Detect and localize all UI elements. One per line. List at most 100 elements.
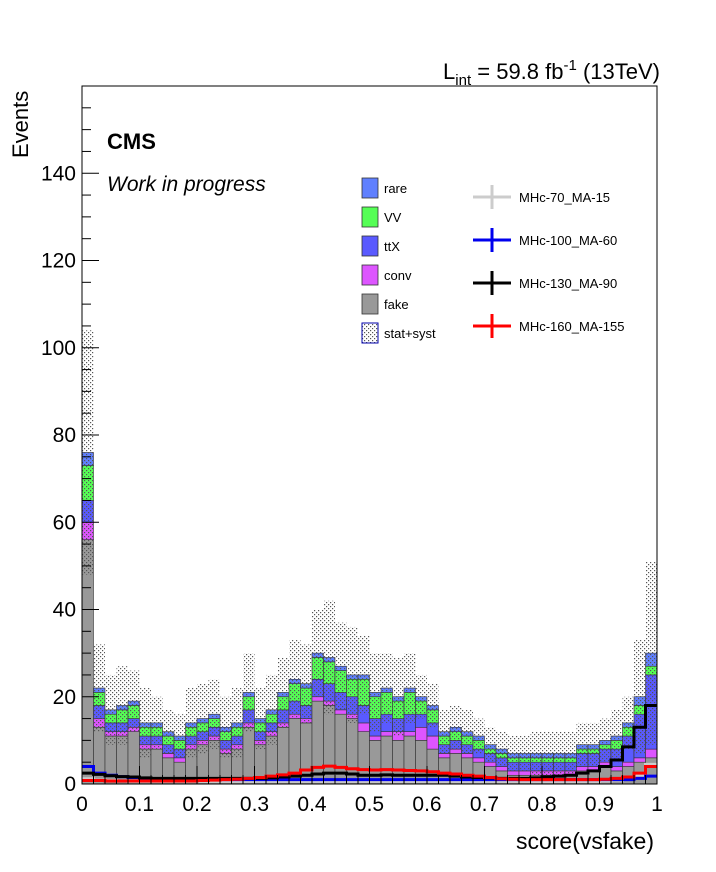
- y-tick-label: 20: [53, 686, 76, 709]
- bar-fake-bin-14: [242, 726, 255, 785]
- bar-conv-bin-32: [449, 748, 462, 754]
- uncertainty-bin-12: [220, 696, 232, 758]
- bar-fake-bin-49: [645, 757, 658, 785]
- uncertainty-bin-47: [622, 696, 634, 750]
- uncertainty-bin-19: [300, 644, 312, 723]
- legend-label-MHc-160_MA-155: MHc-160_MA-155: [519, 319, 625, 334]
- uncertainty-bin-48: [634, 640, 646, 754]
- bar-conv-bin-31: [438, 753, 451, 759]
- bar-conv-bin-38: [518, 770, 531, 776]
- signal-line-MHc-160_MA-155: [82, 764, 657, 783]
- bar-conv-bin-28: [403, 731, 416, 737]
- uncertainty-bin-34: [473, 718, 485, 754]
- bar-conv-bin-22: [334, 709, 347, 715]
- y-tick-label: 100: [41, 337, 76, 360]
- x-tick-label: 0.2: [182, 793, 211, 816]
- uncertainty-bin-15: [254, 688, 266, 750]
- bar-conv-bin-26: [380, 731, 393, 737]
- bar-fake-bin-28: [403, 735, 416, 785]
- uncertainty-bin-27: [392, 657, 404, 737]
- bar-fake-bin-29: [415, 740, 428, 785]
- uncertainty-bin-2: [105, 674, 117, 745]
- y-tick-label: 140: [41, 162, 76, 185]
- x-tick-label: 0.9: [585, 793, 614, 816]
- uncertainty-bin-38: [519, 736, 531, 771]
- y-axis-label: Events: [8, 91, 33, 158]
- legend-swatch-rare: [361, 177, 379, 199]
- bar-conv-bin-25: [369, 735, 382, 741]
- uncertainty-bin-25: [369, 653, 381, 732]
- bar-conv-bin-37: [507, 770, 520, 776]
- bar-conv-bin-49: [645, 748, 658, 759]
- legend-swatch-fake: [361, 293, 379, 315]
- uncertainty-band: [82, 330, 657, 776]
- uncertainty-bin-20: [312, 609, 324, 697]
- uncertainty-bin-39: [530, 731, 542, 776]
- uncertainty-bin-37: [507, 736, 519, 771]
- uncertainty-bin-13: [231, 688, 243, 758]
- bar-conv-bin-33: [461, 753, 474, 759]
- legend-label-MHc-100_MA-60: MHc-100_MA-60: [519, 233, 617, 248]
- uncertainty-bin-41: [553, 731, 565, 776]
- uncertainty-bin-17: [277, 657, 289, 728]
- uncertainty-bin-45: [599, 718, 611, 763]
- x-tick-label: 0.7: [470, 793, 499, 816]
- uncertainty-bin-43: [576, 722, 588, 767]
- y-tick-label: 120: [41, 250, 76, 273]
- legend-swatch-VV: [361, 206, 379, 228]
- bar-conv-bin-43: [576, 766, 589, 772]
- x-tick-label: 0.8: [527, 793, 556, 816]
- legend-swatch-stat-syst: [361, 322, 379, 344]
- uncertainty-bin-49: [645, 561, 657, 745]
- legend-label-fake: fake: [384, 297, 409, 312]
- uncertainty-bin-40: [542, 731, 554, 776]
- uncertainty-bin-30: [427, 683, 439, 728]
- uncertainty-bin-9: [185, 688, 197, 758]
- bar-conv-bin-7: [162, 753, 175, 759]
- bar-conv-bin-24: [357, 722, 370, 732]
- bar-conv-bin-34: [472, 757, 485, 763]
- uncertainty-bin-8: [174, 714, 186, 758]
- uncertainty-bin-16: [266, 674, 278, 745]
- uncertainty-bin-44: [588, 722, 600, 767]
- uncertainty-bin-14: [243, 653, 255, 732]
- uncertainty-bin-29: [415, 674, 427, 719]
- bar-fake-bin-47: [622, 766, 635, 785]
- y-tick-label: 60: [53, 511, 76, 534]
- legend-label-rare: rare: [384, 181, 407, 196]
- legend-swatch-conv: [361, 264, 379, 286]
- x-tick-label: 1: [651, 793, 663, 816]
- x-tick-label: 0.4: [297, 793, 327, 816]
- uncertainty-bin-18: [289, 640, 301, 719]
- x-tick-label: 0.5: [355, 793, 384, 816]
- legend-swatch-ttX: [361, 235, 379, 257]
- legend-label-ttX: ttX: [384, 239, 400, 254]
- uncertainty-bin-5: [139, 688, 151, 758]
- bar-fake-bin-26: [380, 735, 393, 785]
- y-tick-label: 80: [53, 424, 76, 447]
- legend-label-VV: VV: [384, 210, 402, 225]
- y-axis: 0 20 40 60 80 100 120 140: [41, 107, 99, 796]
- uncertainty-bin-1: [93, 644, 105, 732]
- bar-conv-bin-48: [633, 757, 646, 763]
- uncertainty-bin-3: [116, 666, 128, 745]
- signal-line-MHc-130_MA-90: [82, 703, 657, 780]
- bar-conv-bin-47: [622, 761, 635, 767]
- uncertainty-bin-6: [151, 696, 163, 750]
- x-tick-label: 0.3: [240, 793, 269, 816]
- uncertainty-bin-22: [335, 622, 347, 710]
- bar-fake-bin-25: [369, 740, 382, 785]
- uncertainty-bin-26: [381, 653, 393, 723]
- uncertainty-bin-4: [128, 670, 140, 732]
- legend-label-stat+syst: stat+syst: [384, 326, 436, 341]
- uncertainty-bin-7: [162, 709, 174, 754]
- bar-conv-bin-8: [173, 757, 186, 763]
- bar-fake-bin-27: [392, 740, 405, 785]
- uncertainty-bin-28: [404, 653, 416, 723]
- uncertainty-bin-42: [565, 731, 577, 776]
- y-tick-label: 40: [53, 599, 76, 622]
- uncertainty-bin-46: [611, 709, 623, 763]
- bar-conv-bin-35: [484, 761, 497, 767]
- uncertainty-bin-32: [450, 705, 462, 750]
